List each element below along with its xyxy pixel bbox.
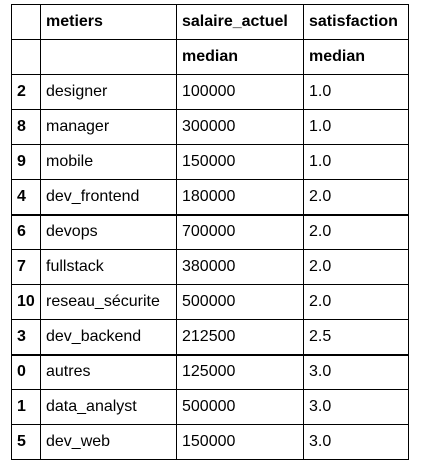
cell-satisfaction: 2.5 xyxy=(303,319,409,355)
index-header xyxy=(11,4,41,40)
row-index: 8 xyxy=(11,109,41,145)
header-row: metiers salaire_actuel satisfaction xyxy=(11,4,409,40)
subheader-metiers xyxy=(40,39,177,75)
cell-satisfaction: 2.0 xyxy=(303,249,409,285)
cell-satisfaction: 3.0 xyxy=(303,424,409,460)
table-row: 5 dev_web 150000 3.0 xyxy=(11,424,409,460)
cell-satisfaction: 2.0 xyxy=(303,284,409,320)
table-row: 0 autres 125000 3.0 xyxy=(11,353,409,390)
row-index: 3 xyxy=(11,319,41,355)
dataframe-table: metiers salaire_actuel satisfaction medi… xyxy=(11,4,409,460)
table-body: 2 designer 100000 1.0 8 manager 300000 1… xyxy=(11,74,409,460)
cell-metiers: reseau_sécurite xyxy=(40,284,177,320)
cell-metiers: mobile xyxy=(40,144,177,180)
table-row: 1 data_analyst 500000 3.0 xyxy=(11,389,409,425)
table-row: 2 designer 100000 1.0 xyxy=(11,74,409,110)
cell-metiers: designer xyxy=(40,74,177,110)
cell-salaire: 180000 xyxy=(176,179,304,215)
row-index: 6 xyxy=(11,213,41,250)
cell-satisfaction: 1.0 xyxy=(303,144,409,180)
subheader-row: median median xyxy=(11,39,409,75)
table-header: metiers salaire_actuel satisfaction medi… xyxy=(11,4,409,75)
cell-metiers: dev_web xyxy=(40,424,177,460)
row-index: 0 xyxy=(11,353,41,390)
column-header-salaire-actuel: salaire_actuel xyxy=(176,4,304,40)
cell-salaire: 700000 xyxy=(176,213,304,250)
row-index: 7 xyxy=(11,249,41,285)
table-row: 8 manager 300000 1.0 xyxy=(11,109,409,145)
subheader-satisfaction: median xyxy=(303,39,409,75)
cell-salaire: 500000 xyxy=(176,389,304,425)
table-row: 3 dev_backend 212500 2.5 xyxy=(11,319,409,355)
cell-salaire: 150000 xyxy=(176,424,304,460)
cell-satisfaction: 3.0 xyxy=(303,389,409,425)
row-index: 4 xyxy=(11,179,41,215)
cell-metiers: dev_backend xyxy=(40,319,177,355)
cell-salaire: 125000 xyxy=(176,353,304,390)
row-index: 9 xyxy=(11,144,41,180)
cell-metiers: devops xyxy=(40,213,177,250)
cell-salaire: 380000 xyxy=(176,249,304,285)
row-index: 2 xyxy=(11,74,41,110)
cell-salaire: 300000 xyxy=(176,109,304,145)
table-row: 9 mobile 150000 1.0 xyxy=(11,144,409,180)
row-index: 1 xyxy=(11,389,41,425)
column-header-metiers: metiers xyxy=(40,4,177,40)
cell-salaire: 100000 xyxy=(176,74,304,110)
cell-salaire: 500000 xyxy=(176,284,304,320)
cell-satisfaction: 2.0 xyxy=(303,179,409,215)
cell-metiers: manager xyxy=(40,109,177,145)
cell-salaire: 150000 xyxy=(176,144,304,180)
cell-metiers: data_analyst xyxy=(40,389,177,425)
row-index: 5 xyxy=(11,424,41,460)
subheader-salaire-actuel: median xyxy=(176,39,304,75)
row-index: 10 xyxy=(11,284,41,320)
cell-satisfaction: 1.0 xyxy=(303,109,409,145)
subheader-index xyxy=(11,39,41,75)
cell-satisfaction: 2.0 xyxy=(303,213,409,250)
table-row: 4 dev_frontend 180000 2.0 xyxy=(11,179,409,215)
column-header-satisfaction: satisfaction xyxy=(303,4,409,40)
table-row: 7 fullstack 380000 2.0 xyxy=(11,249,409,285)
cell-metiers: dev_frontend xyxy=(40,179,177,215)
cell-satisfaction: 3.0 xyxy=(303,353,409,390)
cell-metiers: fullstack xyxy=(40,249,177,285)
table-row: 10 reseau_sécurite 500000 2.0 xyxy=(11,284,409,320)
cell-salaire: 212500 xyxy=(176,319,304,355)
cell-metiers: autres xyxy=(40,353,177,390)
table-row: 6 devops 700000 2.0 xyxy=(11,213,409,250)
cell-satisfaction: 1.0 xyxy=(303,74,409,110)
